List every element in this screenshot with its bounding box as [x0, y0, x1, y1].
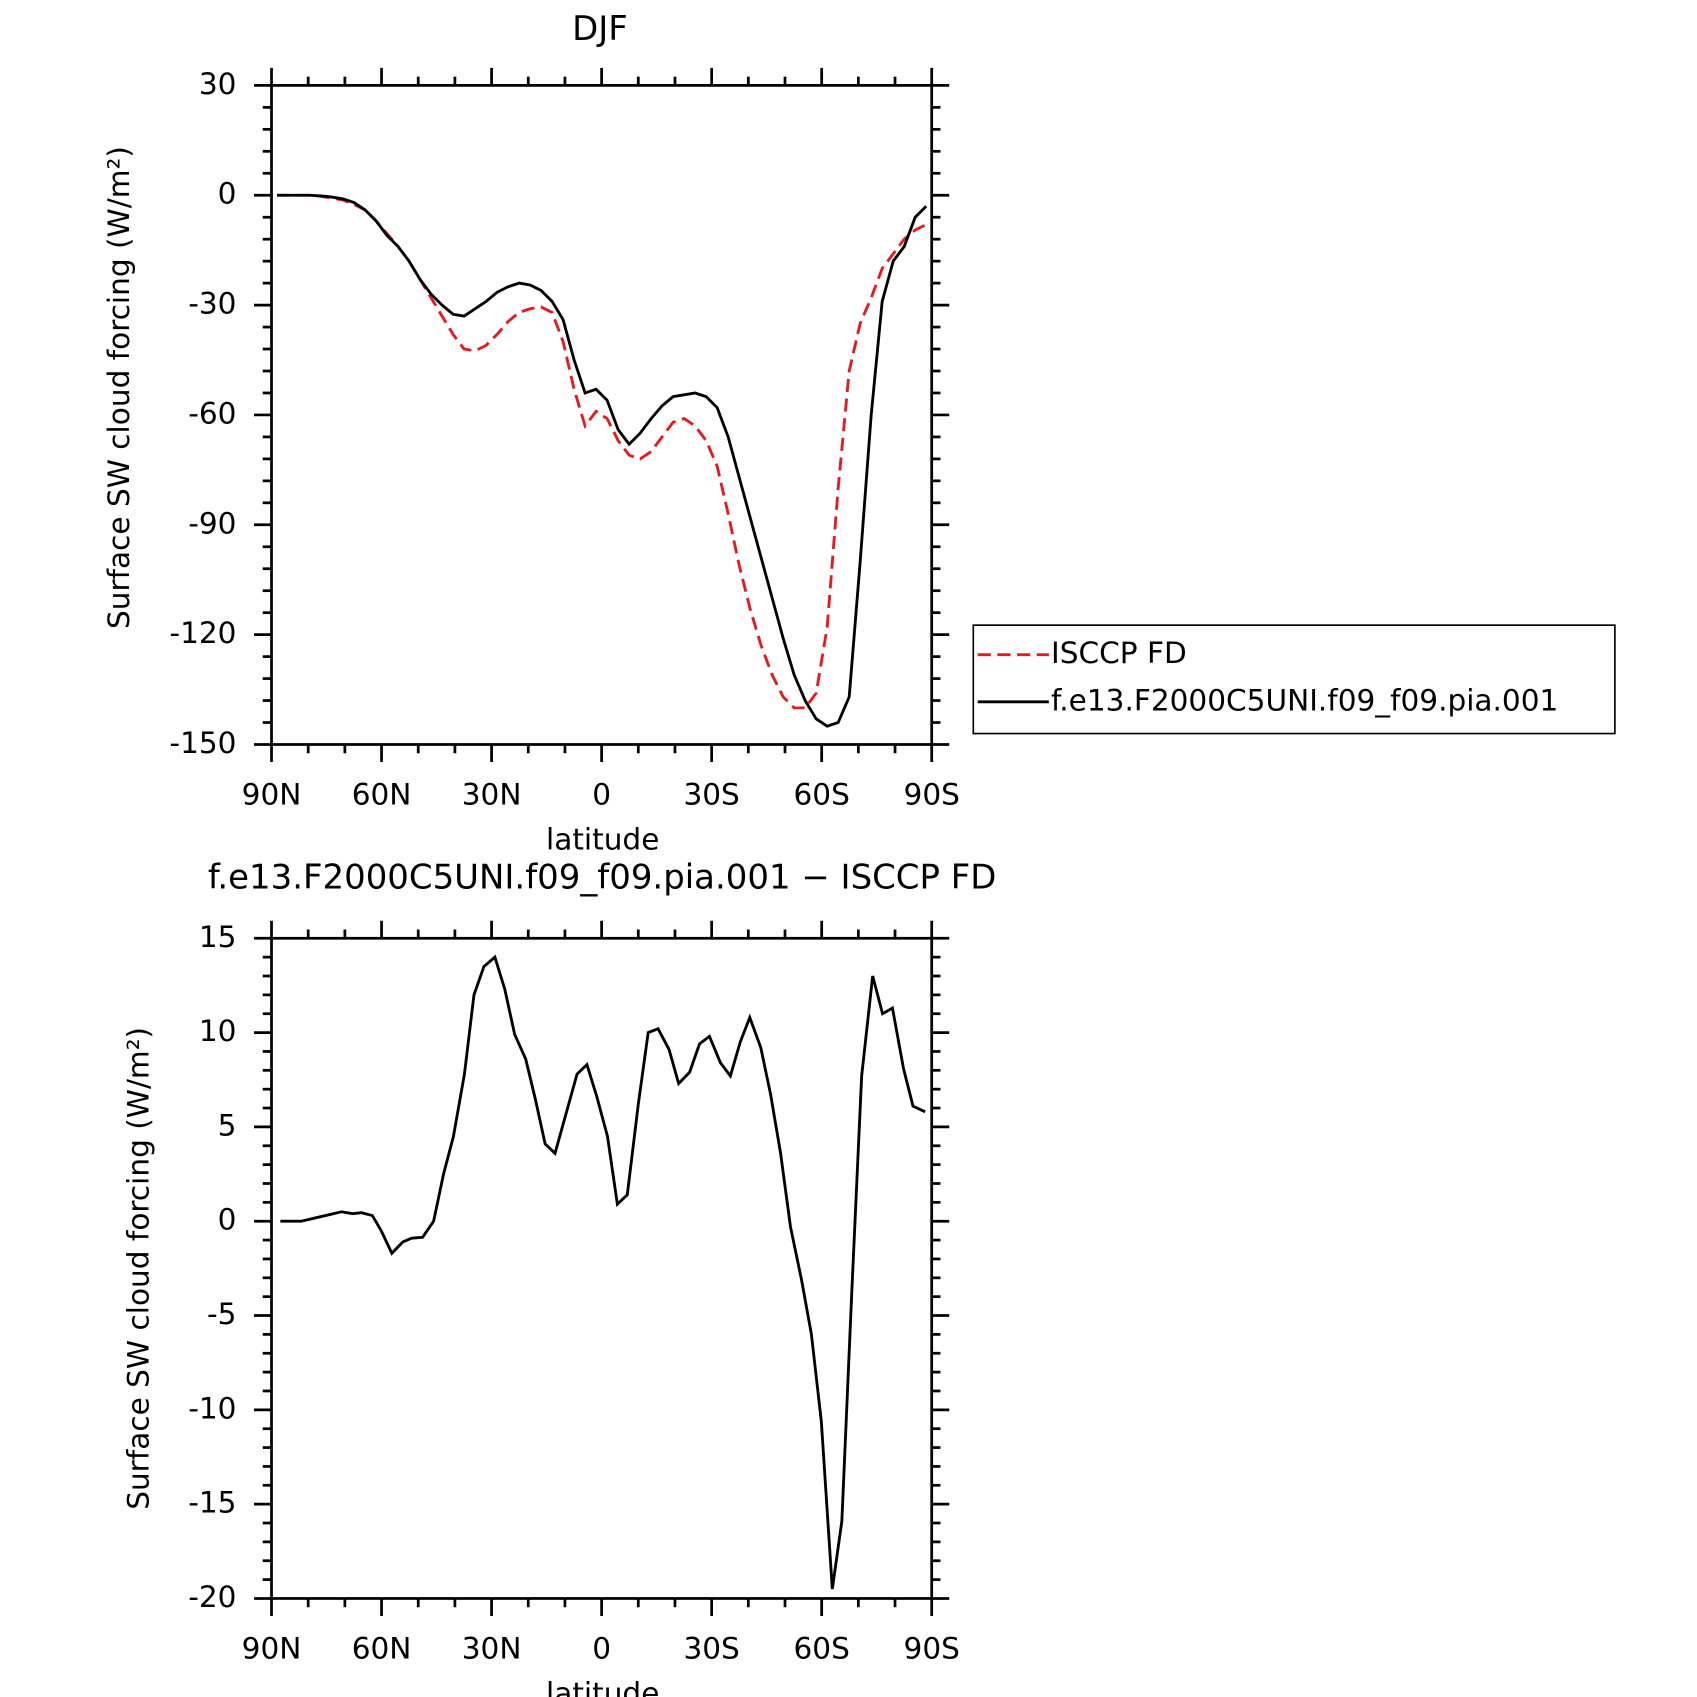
y-tick-label: -20 [188, 1580, 236, 1614]
legend-label: f.e13.F2000C5UNI.f09_f09.pia.001 [1051, 683, 1558, 717]
series-line [277, 193, 928, 728]
x-tick-label: 60N [352, 777, 412, 811]
x-tick-label: 30N [462, 777, 522, 811]
x-tick-label: 30N [462, 1631, 522, 1665]
y-tick-label: -10 [188, 1391, 236, 1425]
legend-label: ISCCP FD [1051, 636, 1187, 670]
y-tick-label: -150 [169, 726, 236, 760]
chart-title: f.e13.F2000C5UNI.f09_f09.pia.001 − ISCCP… [208, 858, 997, 898]
x-axis-label: latitude [546, 1676, 659, 1697]
y-tick-label: 30 [199, 67, 237, 101]
x-tick-label: 30S [683, 777, 739, 811]
y-tick-label: -5 [207, 1297, 236, 1331]
plot-frame [270, 84, 934, 746]
y-tick-label: -90 [188, 506, 236, 540]
legend-box [972, 624, 1616, 735]
series-line [280, 954, 926, 1590]
x-tick-label: 90N [242, 777, 302, 811]
y-tick-label: -30 [188, 287, 236, 321]
y-axis-label: Surface SW cloud forcing (W/m²) [122, 1027, 156, 1510]
x-tick-label: 0 [592, 1631, 611, 1665]
y-tick-label: 10 [199, 1014, 237, 1048]
x-tick-label: 60N [352, 1631, 412, 1665]
x-tick-label: 60S [793, 1631, 849, 1665]
series-line [277, 193, 927, 710]
x-tick-label: 90N [242, 1631, 302, 1665]
plot-frame [270, 936, 934, 1600]
y-tick-label: 0 [218, 177, 237, 211]
x-tick-label: 30S [683, 1631, 739, 1665]
x-tick-label: 60S [793, 777, 849, 811]
y-tick-label: 15 [199, 920, 237, 954]
x-tick-label: 0 [592, 777, 611, 811]
x-tick-label: 90S [904, 777, 960, 811]
x-axis-label: latitude [546, 822, 659, 856]
y-tick-label: 0 [218, 1203, 237, 1237]
y-tick-label: -120 [169, 616, 236, 650]
y-tick-label: 5 [218, 1108, 237, 1142]
y-tick-label: -60 [188, 396, 236, 430]
y-tick-label: -15 [188, 1486, 236, 1520]
y-axis-label: Surface SW cloud forcing (W/m²) [102, 146, 136, 629]
chart-title: DJF [572, 9, 628, 49]
x-tick-label: 90S [904, 1631, 960, 1665]
